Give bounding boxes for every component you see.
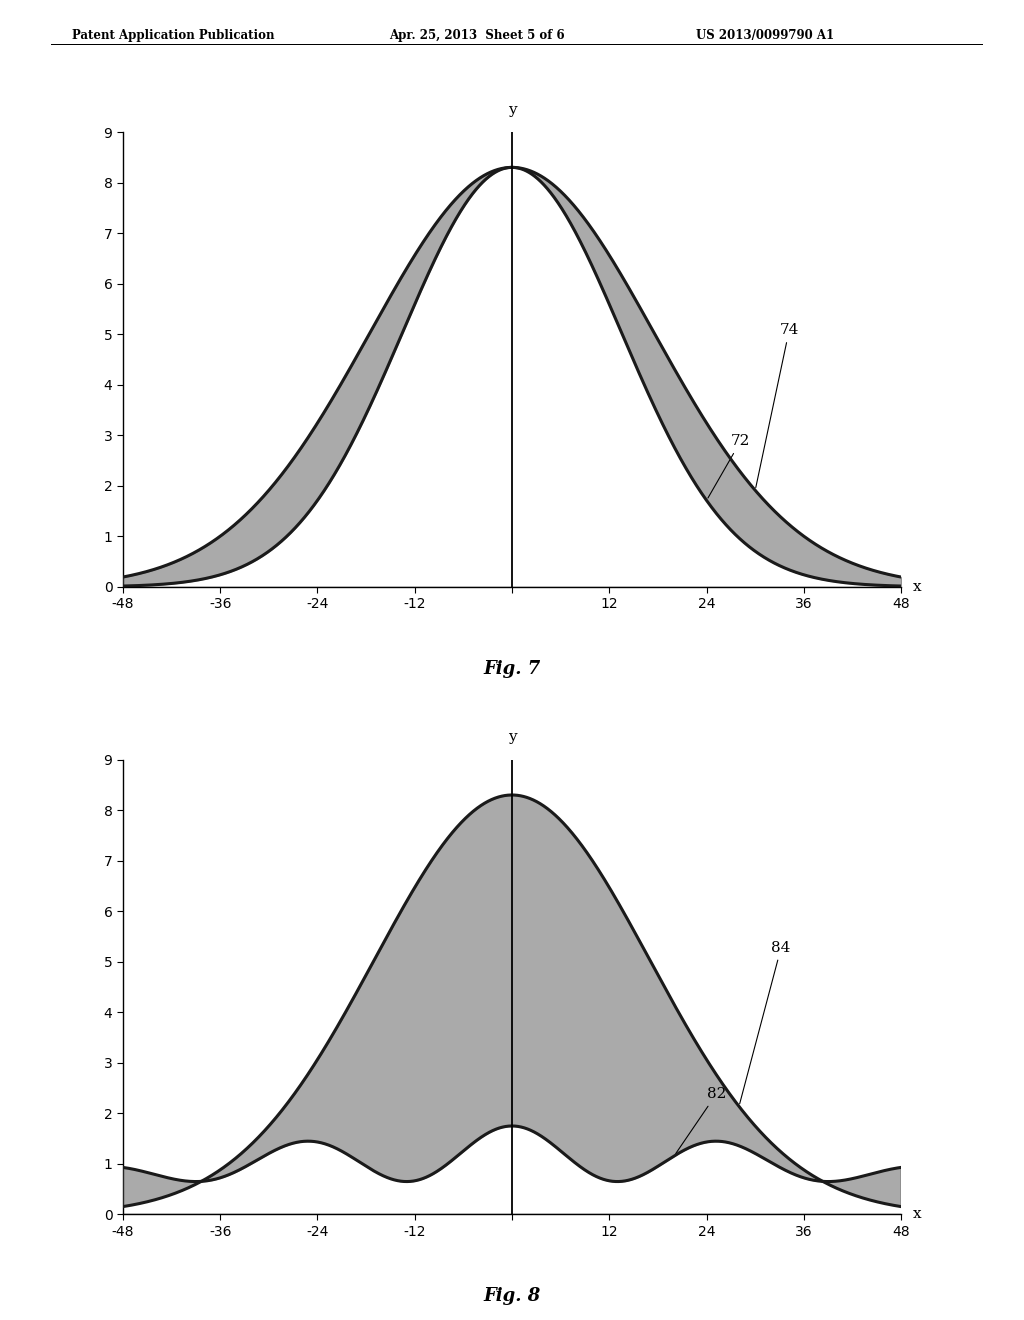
Text: y: y <box>508 730 516 744</box>
Text: 72: 72 <box>708 434 751 498</box>
Text: Fig. 8: Fig. 8 <box>483 1287 541 1305</box>
Text: Patent Application Publication: Patent Application Publication <box>72 29 274 42</box>
Text: Apr. 25, 2013  Sheet 5 of 6: Apr. 25, 2013 Sheet 5 of 6 <box>389 29 565 42</box>
Text: y: y <box>508 103 516 117</box>
Text: 74: 74 <box>756 323 799 487</box>
Text: Fig. 7: Fig. 7 <box>483 660 541 677</box>
Text: x: x <box>913 1208 922 1221</box>
Text: US 2013/0099790 A1: US 2013/0099790 A1 <box>696 29 835 42</box>
Text: x: x <box>913 579 922 594</box>
Text: 84: 84 <box>739 941 791 1104</box>
Text: 82: 82 <box>676 1088 726 1154</box>
